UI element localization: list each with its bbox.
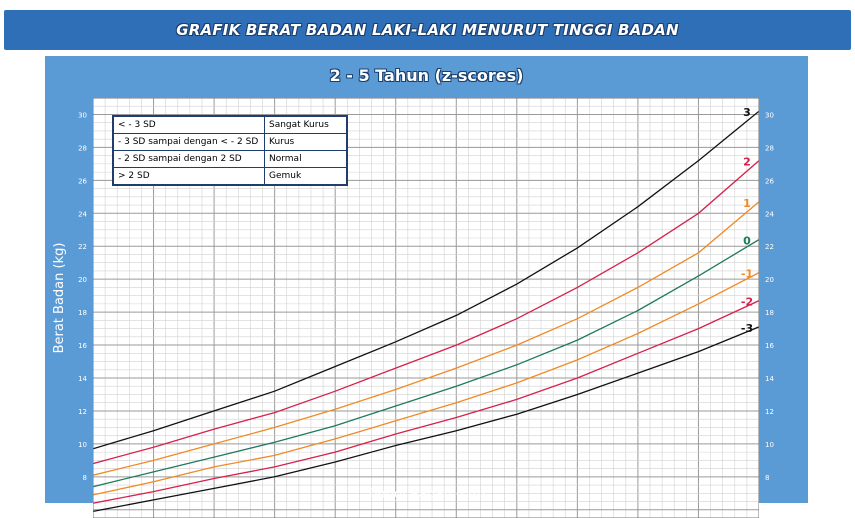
y-tick-label-left: 8 <box>83 474 87 482</box>
y-tick-label-left: 22 <box>78 243 87 251</box>
legend-category: Normal <box>265 151 348 168</box>
y-tick-label-left: 30 <box>78 111 87 119</box>
y-tick-label-left: 16 <box>78 342 87 350</box>
y-tick-label-right: 24 <box>765 210 774 218</box>
legend-range: > 2 SD <box>113 168 265 186</box>
y-tick-label-right: 22 <box>765 243 774 251</box>
y-tick-label-left: 20 <box>78 276 87 284</box>
y-tick-label-right: 18 <box>765 309 774 317</box>
y-tick-label-right: 16 <box>765 342 774 350</box>
y-tick-label-right: 30 <box>765 111 774 119</box>
y-tick-label-right: 28 <box>765 144 774 152</box>
y-tick-label-left: 10 <box>78 441 87 449</box>
legend-category: Sangat Kurus <box>265 116 348 134</box>
y-tick-label-left: 28 <box>78 144 87 152</box>
legend-table: < - 3 SD Sangat Kurus - 3 SD sampai dengan… <box>112 115 348 186</box>
y-tick-label-right: 8 <box>765 474 769 482</box>
y-tick-label-right: 26 <box>765 177 774 185</box>
y-tick-label-right: 12 <box>765 408 774 416</box>
legend-range: - 2 SD sampai dengan 2 SD <box>113 151 265 168</box>
legend-range: < - 3 SD <box>113 116 265 134</box>
y-tick-label-left: 24 <box>78 210 87 218</box>
y-tick-label-right: 14 <box>765 375 774 383</box>
y-tick-label-right: 10 <box>765 441 774 449</box>
legend-category: Kurus <box>265 134 348 151</box>
y-tick-label-left: 14 <box>78 375 87 383</box>
legend-row: > 2 SD Gemuk <box>113 168 347 186</box>
header-banner: GRAFIK BERAT BADAN LAKI-LAKI MENURUT TIN… <box>4 10 851 50</box>
y-axis-title: Berat Badan (kg) <box>52 243 67 354</box>
x-axis-title: Tinggi Badan (cm) <box>365 487 485 502</box>
page-title: GRAFIK BERAT BADAN LAKI-LAKI MENURUT TIN… <box>176 21 678 39</box>
y-tick-label-left: 18 <box>78 309 87 317</box>
legend-row: - 3 SD sampai dengan < - 2 SD Kurus <box>113 134 347 151</box>
y-tick-label-right: 20 <box>765 276 774 284</box>
legend-row: < - 3 SD Sangat Kurus <box>113 116 347 134</box>
y-tick-label-left: 26 <box>78 177 87 185</box>
legend-row: - 2 SD sampai dengan 2 SD Normal <box>113 151 347 168</box>
legend-category: Gemuk <box>265 168 348 186</box>
y-tick-label-left: 12 <box>78 408 87 416</box>
legend-range: - 3 SD sampai dengan < - 2 SD <box>113 134 265 151</box>
